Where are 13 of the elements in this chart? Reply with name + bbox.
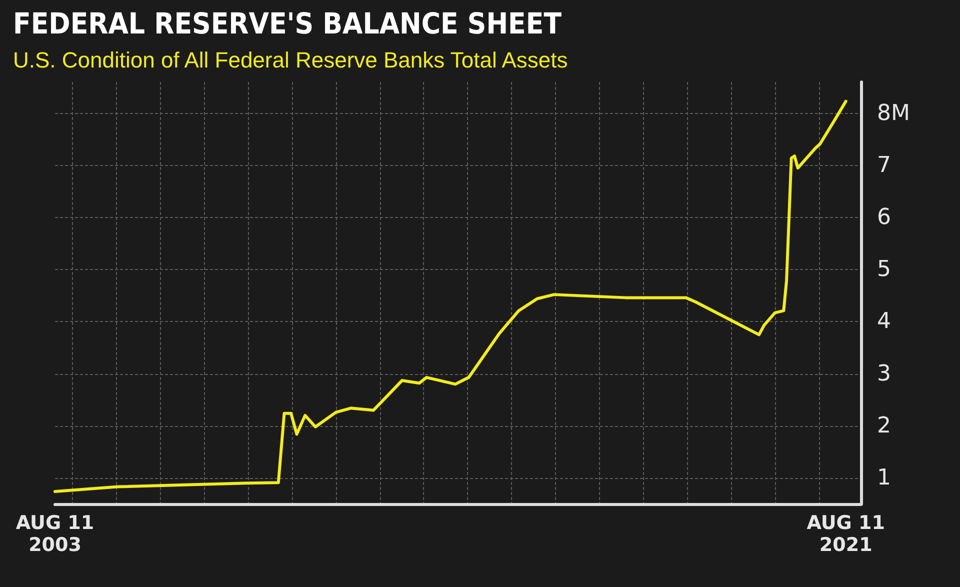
y-tick-label: 8M <box>877 100 910 126</box>
y-tick-label: 5 <box>877 257 891 282</box>
chart-subtitle: U.S. Condition of All Federal Reserve Banks Total Assets <box>13 48 568 72</box>
x-tick-label: AUG 11 2021 <box>806 512 885 556</box>
y-tick-label: 3 <box>877 361 891 386</box>
y-tick-label: 4 <box>877 309 891 334</box>
line-series <box>54 100 848 493</box>
y-tick-label: 7 <box>877 152 891 178</box>
x-tick-label: AUG 11 2003 <box>16 512 94 556</box>
chart-title: FEDERAL RESERVE'S BALANCE SHEET <box>13 6 562 40</box>
y-tick-label: 6 <box>877 204 891 230</box>
y-tick-label: 2 <box>877 413 891 438</box>
y-tick-label: 1 <box>877 465 891 490</box>
